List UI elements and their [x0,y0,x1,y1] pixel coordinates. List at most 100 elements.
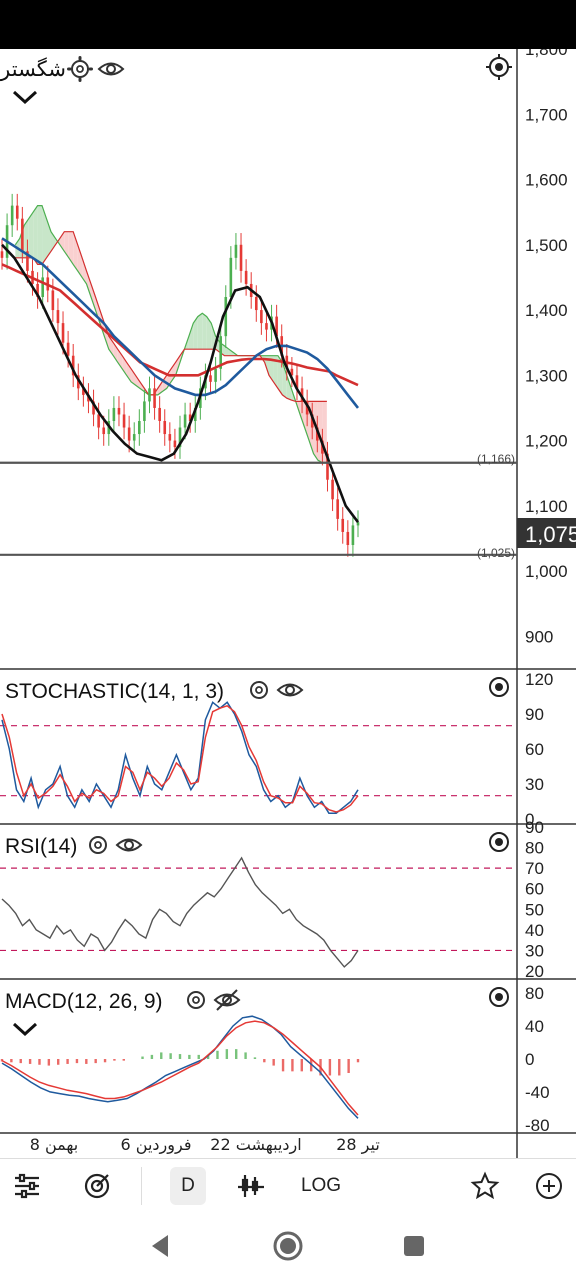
candle-body [239,244,243,271]
ichimoku-cloud-segment [157,381,163,395]
candle-body [148,388,151,402]
stochastic-y-tick-label: 90 [525,705,544,724]
ichimoku-cloud-segment [286,375,292,401]
ichimoku-cloud-segment [273,355,278,389]
macd-y-tick-label: 40 [525,1017,544,1036]
ichimoku-cloud-segment [68,231,74,265]
indicator-add-icon[interactable] [78,1167,116,1205]
stochastic-d-line [1,704,359,813]
candle-body [193,407,197,421]
x-axis-date-label: 6 فروردین [121,1135,192,1155]
price-pane[interactable] [0,193,517,557]
current-price-label: 1,075 [525,522,576,547]
candle-body [82,388,85,395]
moving-average-blue-line [1,237,360,409]
macd-pane[interactable] [0,1015,360,1119]
candle-body [21,218,24,252]
rsi-line [1,856,359,968]
candle-body [163,421,167,435]
x-axis-date-label: 22 اردیبهشت [210,1135,301,1155]
rsi-y-tick-label: 50 [525,900,544,919]
candle-body [183,414,187,428]
hline-label-lower: (1,025) [477,546,515,560]
candle-body [153,388,156,408]
candle-body [244,270,248,284]
candle-body [178,427,182,448]
gear-icon[interactable] [67,56,93,82]
recents-icon[interactable] [398,1230,430,1262]
stochastic-pane[interactable] [0,701,517,814]
settings-sliders-icon[interactable] [8,1167,46,1205]
ichimoku-cloud-segment [131,368,136,386]
candle-body [209,375,212,382]
gear-icon[interactable] [89,836,107,854]
candle-body [102,427,106,435]
crosshair-icon[interactable] [489,832,509,852]
chevron-down-icon[interactable] [12,1022,38,1037]
x-axis-date-label: 28 تیر [336,1135,380,1155]
ichimoku-cloud-segment [73,231,78,271]
eye-icon[interactable] [115,838,143,852]
rsi-pane[interactable] [0,856,517,968]
candle-body [173,440,177,448]
ichimoku-cloud-segment [193,316,198,350]
rsi-y-tick-label: 20 [525,962,544,981]
eye-icon[interactable] [97,62,125,76]
ichimoku-cloud-segment [162,375,167,392]
rsi-y-tick-label: 40 [525,921,544,940]
candle-body [41,277,44,297]
candle-body [117,407,121,415]
price-y-tick-label: 1,300 [525,366,568,385]
candle-body [51,290,55,311]
crosshair-icon[interactable] [489,987,509,1007]
ichimoku-cloud-segment [135,375,140,389]
log-scale-button[interactable]: LOG [298,1167,344,1205]
stochastic-y-tick-label: 30 [525,775,544,794]
price-y-tick-label: 1,500 [525,236,568,255]
back-icon[interactable] [144,1230,176,1262]
chart-type-icon[interactable] [232,1167,270,1205]
candle-body [219,336,222,369]
ichimoku-cloud-segment [86,270,91,297]
ichimoku-cloud-segment [33,205,38,265]
candle-body [234,244,238,258]
status-bar [0,0,576,49]
plus-circle-icon[interactable] [530,1167,568,1205]
candle-body [138,421,141,435]
macd-signal-line [1,1020,359,1116]
price-y-tick-label: 1,400 [525,301,568,320]
candle-body [341,518,345,532]
price-y-tick-label: 1,000 [525,562,568,581]
gear-icon[interactable] [250,681,268,699]
candle-body [92,401,95,415]
candle-body [326,453,329,480]
macd-y-tick-label: 80 [525,984,544,1003]
ichimoku-cloud-segment [37,205,43,265]
eye-off-icon[interactable] [213,989,241,1011]
ichimoku-cloud-segment [269,355,274,382]
rsi-y-tick-label: 30 [525,941,544,960]
chart-area[interactable]: 9001,0001,1001,2001,3001,4001,5001,6001,… [0,49,576,1158]
stochastic-y-tick-label: 0 [525,810,534,829]
gear-icon[interactable] [187,991,205,1009]
interval-button[interactable]: D [170,1167,206,1205]
chevron-down-icon[interactable] [12,90,38,105]
y-axis: 9001,0001,1001,2001,3001,4001,5001,6001,… [525,49,568,1135]
macd-y-tick-label: 0 [525,1050,534,1069]
crosshair-icon[interactable] [489,677,509,697]
candle-body [224,297,228,337]
crosshair-icon[interactable] [486,54,512,80]
eye-icon[interactable] [276,683,304,697]
ichimoku-cloud-segment [42,205,47,265]
ichimoku-cloud-segment [228,349,234,356]
candle-body [188,414,192,421]
candle-body [346,531,350,545]
candle-body [112,407,116,421]
candle-body [214,368,217,382]
candle-body [15,205,19,219]
candle-body [61,323,65,343]
stochastic-k-line [1,701,359,814]
home-icon[interactable] [272,1230,304,1262]
star-icon[interactable] [466,1167,504,1205]
candle-body [0,251,4,258]
